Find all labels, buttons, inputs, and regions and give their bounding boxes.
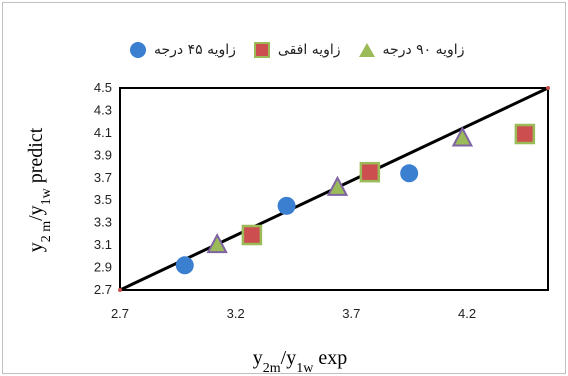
y-tick-label: 3.3 xyxy=(94,215,112,230)
x-tick-label: 4.2 xyxy=(458,306,476,321)
legend-label: زاویه افقی xyxy=(277,42,341,58)
y-tick-label: 3.5 xyxy=(94,192,112,207)
line-endpoint xyxy=(546,86,550,90)
y-tick-label: 4.1 xyxy=(94,125,112,140)
x-tick-label: 3.7 xyxy=(342,306,360,321)
data-point-square xyxy=(241,224,263,246)
legend-label: زاویه ۴۵ درجه xyxy=(154,42,236,58)
data-point-square xyxy=(514,123,536,145)
x-axis-label: y2m/y1w exp xyxy=(253,347,347,376)
legend-item-45-degree: زاویه ۴۵ درجه xyxy=(130,42,236,58)
y-tick-label: 4.5 xyxy=(94,80,112,95)
data-point-triangle xyxy=(206,232,228,254)
y-tick-label: 4.3 xyxy=(94,102,112,117)
data-point-triangle xyxy=(326,175,349,196)
chart-legend: زاویه ۴۵ درجه زاویه افقی زاویه ۹۰ درجه xyxy=(130,38,482,62)
y-tick-label: 3.7 xyxy=(94,170,112,185)
y-axis-label: y2 m/y1w predict xyxy=(25,127,54,252)
data-point-triangle xyxy=(451,126,474,147)
x-tick-label: 3.2 xyxy=(227,306,245,321)
data-point-circle xyxy=(400,164,419,183)
plot-area-border xyxy=(119,87,549,291)
square-marker-icon xyxy=(253,42,270,58)
legend-item-90-degree: زاویه ۹۰ درجه xyxy=(358,42,465,58)
data-point-circle xyxy=(277,196,296,215)
triangle-marker-icon xyxy=(358,43,375,57)
y-tick-label: 3.9 xyxy=(94,147,112,162)
y-tick-label: 2.9 xyxy=(94,260,112,275)
circle-marker-icon xyxy=(130,42,146,58)
legend-item-horizontal: زاویه افقی xyxy=(253,42,341,58)
x-tick-label: 2.7 xyxy=(111,306,129,321)
data-point-square xyxy=(359,161,381,183)
y-tick-label: 3.1 xyxy=(94,237,112,252)
line-endpoint xyxy=(118,288,122,292)
legend-label: زاویه ۹۰ درجه xyxy=(382,42,465,58)
data-point-circle xyxy=(175,256,194,275)
y-tick-label: 2.7 xyxy=(94,282,112,297)
